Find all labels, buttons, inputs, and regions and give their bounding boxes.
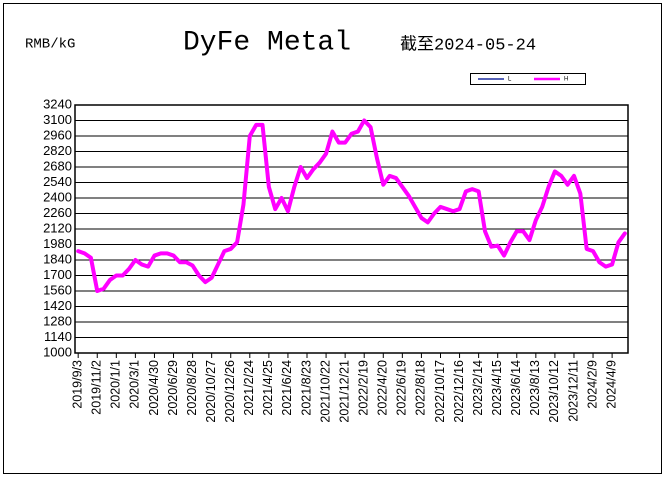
x-tick-label: 2020/4/30 [147,360,161,416]
x-tick-label: 2020/12/26 [223,360,237,423]
y-tick-label: 2540 [43,174,72,189]
x-tick-label: 2022/2/19 [357,360,371,416]
y-tick-label: 2400 [43,189,72,204]
x-tick-label: 2024/4/9 [604,360,618,409]
y-tick-label: 1560 [43,282,72,297]
y-tick-label: 1840 [43,251,72,266]
y-tick-label: 2680 [43,158,72,173]
x-tick-label: 2021/4/25 [261,360,275,416]
y-tick-label: 2120 [43,220,72,235]
y-tick-label: 1980 [43,236,72,251]
x-tick-label: 2020/10/27 [204,360,218,423]
x-tick-label: 2022/12/16 [452,360,466,423]
x-tick-label: 2021/2/24 [242,360,256,416]
x-tick-label: 2021/6/24 [280,360,294,416]
y-tick-label: 2260 [43,205,72,220]
x-tick-label: 2023/12/11 [566,360,580,422]
x-tick-label: 2022/4/20 [376,360,390,416]
x-tick-label: 2019/11/2 [90,360,104,415]
y-axis-label: RMB/kG [25,37,75,53]
legend-label: H [564,77,568,83]
y-tick-label: 3240 [43,96,72,111]
x-tick-label: 2023/8/13 [528,360,542,416]
x-tick-label: 2022/10/17 [433,360,447,423]
y-tick-label: 1280 [43,313,72,328]
x-tick-label: 2022/8/18 [414,360,428,416]
x-tick-label: 2024/2/9 [585,360,599,409]
y-tick-label: 1700 [43,267,72,282]
legend-box [470,73,586,85]
y-tick-label: 1000 [43,344,72,359]
y-tick-label: 3100 [43,112,72,127]
x-tick-label: 2021/12/21 [337,360,351,423]
x-tick-label: 2020/1/1 [109,360,123,409]
x-tick-label: 2021/10/22 [318,360,332,423]
chart-title: DyFe Metal [183,27,351,58]
x-tick-label: 2023/6/14 [509,360,523,416]
x-tick-label: 2023/2/14 [471,360,485,416]
x-tick-label: 2022/6/19 [395,360,409,416]
x-tick-label: 2020/6/29 [166,360,180,416]
x-tick-label: 2019/9/3 [70,360,84,409]
x-tick-label: 2020/8/28 [185,360,199,416]
x-tick-label: 2023/4/15 [490,360,504,416]
plot-border [74,104,629,354]
y-tick-label: 2820 [43,143,72,158]
series-line [76,118,627,293]
chart-subtitle: 截至2024-05-24 [400,34,536,55]
x-tick-label: 2023/10/12 [547,360,561,423]
y-tick-label: 1140 [44,329,72,344]
y-tick-label: 2960 [43,127,72,142]
x-tick-label: 2020/3/1 [128,360,142,409]
y-tick-label: 1420 [43,298,72,313]
x-tick-label: 2021/8/23 [299,360,313,416]
legend-label: L [508,77,512,83]
